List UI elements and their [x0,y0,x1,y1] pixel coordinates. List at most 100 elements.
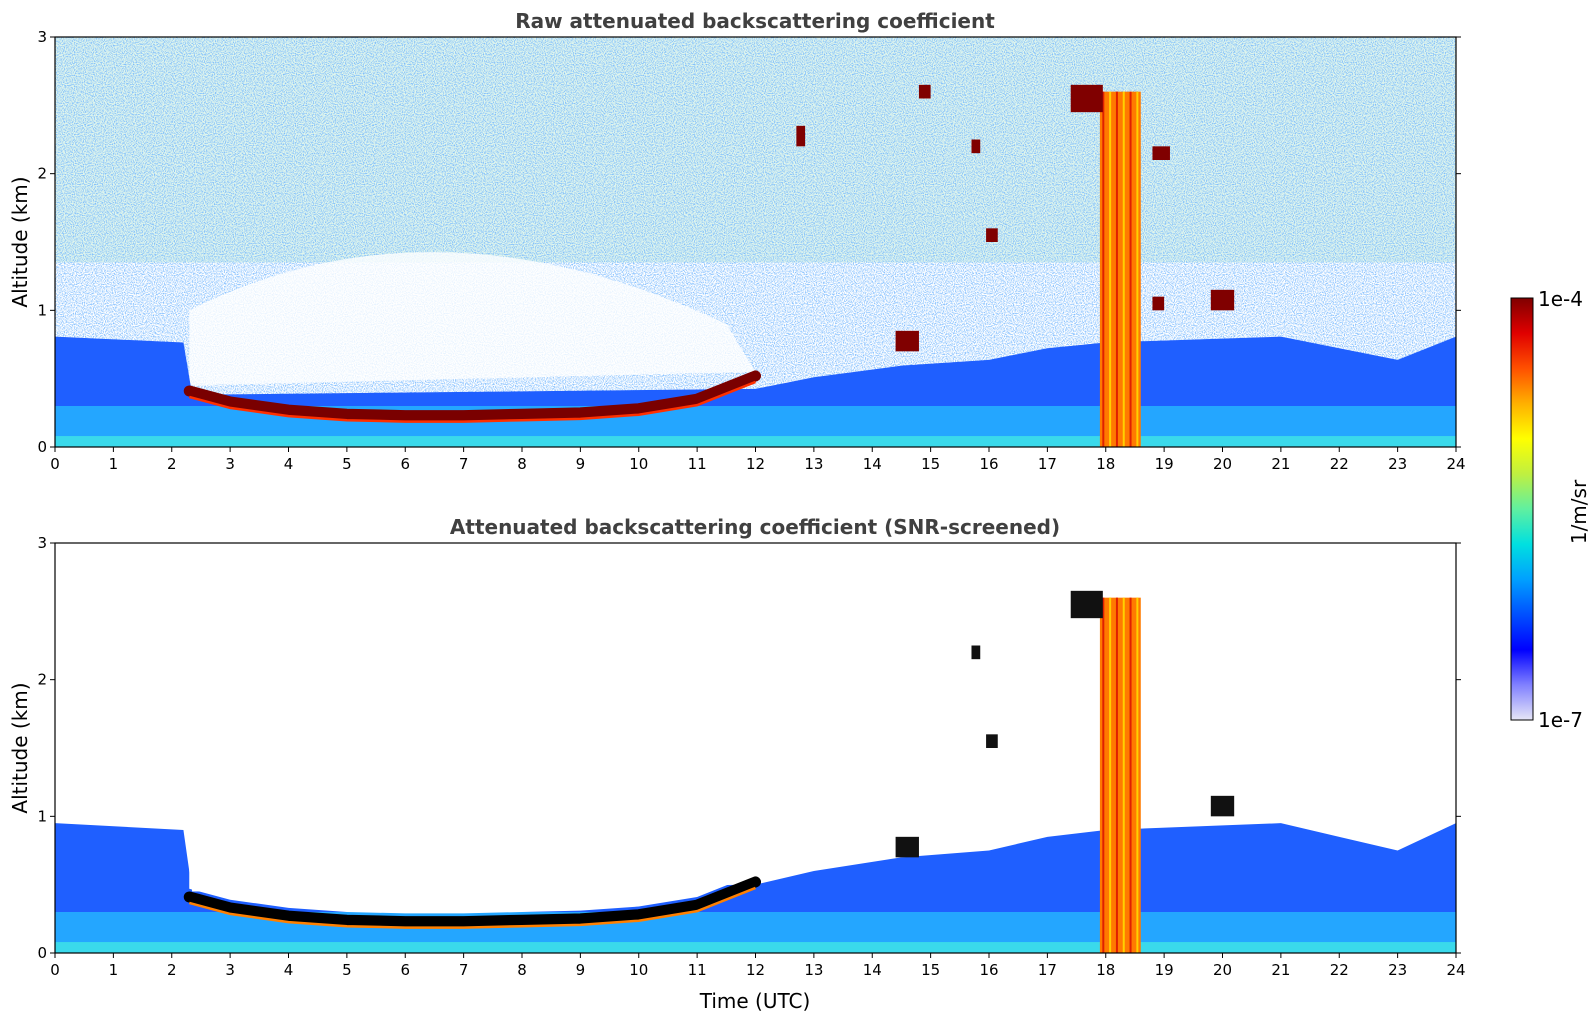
x-tick-label: 1 [109,961,119,979]
colorbar-min-label: 1e-7 [1538,708,1583,732]
x-tick-label: 18 [1096,961,1115,979]
x-tick-label: 21 [1271,455,1290,473]
feature-clipped-5 [1210,795,1235,817]
plot-title-raw: Raw attenuated backscattering coefficien… [515,9,995,33]
x-tick-label: 15 [921,455,940,473]
y-axis-snr: 0 1 2 3 [37,534,1461,962]
plot-title-snr: Attenuated backscattering coefficient (S… [450,515,1060,539]
y-tick-label: 3 [37,534,47,552]
extinction-mask [189,789,756,914]
x-tick-label: 19 [1155,961,1174,979]
cloud-base-edge [188,886,756,929]
x-tick-label: 22 [1330,455,1349,473]
feature-clipped-3 [971,645,981,660]
feature-max-6 [1070,84,1103,113]
panel-snr: Attenuated backscattering coefficient (S… [8,515,1466,1013]
x-tick-label: 16 [979,455,998,473]
cloud-base-edge [188,380,756,423]
colorbar-bar [1510,297,1534,721]
feature-max-3 [796,125,806,147]
x-tick-label: 9 [576,961,586,979]
y-tick-label: 1 [37,807,47,825]
feature-clipped-2 [1070,590,1103,619]
colorbar-max-label: 1e-4 [1538,287,1583,311]
x-tick-label: 8 [517,961,527,979]
feature-max-4 [971,139,981,154]
panel-raw: Raw attenuated backscattering coefficien… [8,9,1466,473]
near-surface-layer [55,436,1456,447]
x-axis-raw: 0 1 2 3 4 5 6 7 8 9 10 11 12 13 14 15 16 17 18 19 20 21 22 23 24 [50,447,1466,473]
x-tick-label: 12 [746,961,765,979]
x-tick-label: 6 [400,455,410,473]
heatmap-snr [55,543,1456,953]
x-tick-label: 24 [1446,961,1465,979]
x-tick-label: 12 [746,455,765,473]
x-tick-label: 18 [1096,455,1115,473]
y-tick-label: 2 [37,671,47,689]
x-tick-label: 14 [863,961,882,979]
y-tick-label: 2 [37,165,47,183]
x-tick-label: 3 [225,455,235,473]
x-tick-label: 4 [284,455,294,473]
feature-max-9 [1210,289,1235,311]
x-tick-label: 5 [342,961,352,979]
x-tick-label: 22 [1330,961,1349,979]
x-tick-label: 3 [225,961,235,979]
colorbar: 1e-4 1e-7 1/m/sr [1510,287,1591,732]
y-axis-label-raw: Altitude (km) [8,176,32,307]
x-tick-label: 13 [804,961,823,979]
x-tick-label: 17 [1038,455,1057,473]
x-tick-label: 1 [109,455,119,473]
x-tick-label: 8 [517,455,527,473]
x-tick-label: 7 [459,961,469,979]
x-tick-label: 4 [284,961,294,979]
x-tick-label: 7 [459,455,469,473]
x-tick-label: 0 [50,455,60,473]
y-axis-label-snr: Altitude (km) [8,682,32,813]
x-tick-label: 23 [1388,961,1407,979]
feature-max-2 [918,84,931,99]
y-tick-label: 3 [37,28,47,46]
feature-high-0 [1099,91,1141,447]
x-tick-label: 20 [1213,961,1232,979]
feature-clipped-4 [986,734,998,748]
x-tick-label: 11 [688,961,707,979]
x-tick-label: 14 [863,455,882,473]
x-tick-label: 17 [1038,961,1057,979]
x-tick-label: 23 [1388,455,1407,473]
x-tick-label: 20 [1213,455,1232,473]
heatmap-raw [55,37,1456,447]
y-tick-label: 0 [37,438,47,456]
colorbar-unit-label: 1/m/sr [1567,479,1591,544]
feature-max-1 [895,330,919,352]
x-tick-label: 21 [1271,961,1290,979]
x-tick-label: 19 [1155,455,1174,473]
x-tick-label: 10 [629,961,648,979]
x-tick-label: 5 [342,455,352,473]
x-axis-snr: 0 1 2 3 4 5 6 7 8 9 10 11 12 13 14 15 16 17 18 19 20 21 22 23 24 [50,953,1466,979]
x-tick-label: 9 [576,455,586,473]
x-tick-label: 2 [167,455,177,473]
feature-max-7 [1152,146,1170,160]
x-tick-label: 24 [1446,455,1465,473]
feature-max-5 [986,228,998,242]
x-tick-label: 6 [400,961,410,979]
cloud-base-layer [183,370,761,422]
feature-max-8 [1152,296,1165,311]
feature-clipped-1 [895,836,919,858]
y-tick-label: 0 [37,944,47,962]
feature-high-0 [1099,597,1141,953]
x-tick-label: 13 [804,455,823,473]
clear-region [189,252,756,386]
x-tick-label: 15 [921,961,940,979]
x-tick-label: 16 [979,961,998,979]
x-tick-label: 0 [50,961,60,979]
y-tick-label: 1 [37,301,47,319]
x-axis-label-snr: Time (UTC) [699,989,811,1013]
x-tick-label: 2 [167,961,177,979]
cloud-base-layer [183,876,761,928]
near-surface-layer [55,942,1456,953]
x-tick-label: 11 [688,455,707,473]
x-tick-label: 10 [629,455,648,473]
